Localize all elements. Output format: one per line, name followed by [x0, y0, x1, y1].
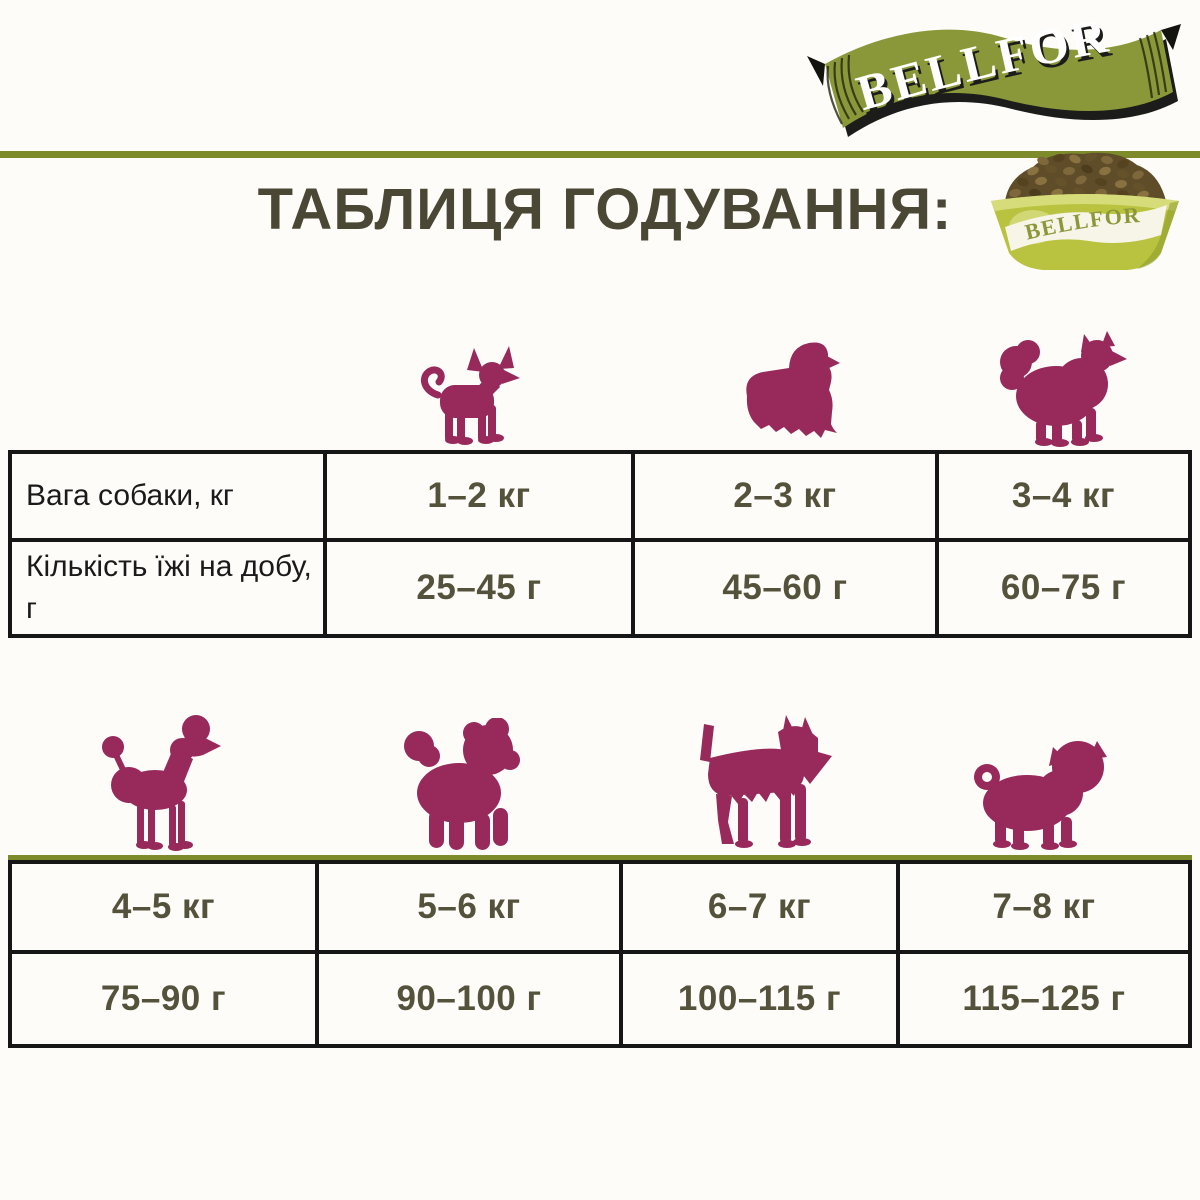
table-cell-amount: 60–75 г [1000, 568, 1127, 607]
dog-maltese-icon [733, 332, 857, 447]
bowl-rim-highlight [991, 194, 1179, 211]
dog-bichon-icon [393, 718, 533, 852]
feeding-table-medium-dogs: 4–5 кг 5–6 кг 6–7 кг 7–8 кг 75–90 г 90–1… [8, 860, 1192, 1048]
ribbon-right-tip [1161, 24, 1181, 50]
table-cell-amount: 45–60 г [635, 542, 939, 634]
table-cell-amount: 100–115 г [623, 954, 900, 1044]
bellfor-ribbon-logo: BELLFOR BELLFOR [807, 7, 1181, 138]
dog-poodle-icon [93, 713, 238, 852]
dog-food-bowl-icon: BELLFOR [991, 152, 1179, 270]
table2-olive-accent-line [8, 855, 1192, 860]
dog-chihuahua-icon [418, 345, 523, 447]
feeding-table-small-dogs: Вага собаки, кг 1–2 кг 2–3 кг 3–4 кг Кіл… [8, 450, 1192, 638]
page-title: ТАБЛИЦЯ ГОДУВАННЯ: [257, 177, 953, 242]
table-cell-amount: 90–100 г [319, 954, 623, 1044]
table-cell-amount: 75–90 г [12, 954, 319, 1044]
table-cell-weight: 7–8 кг [900, 864, 1188, 954]
table-cell-weight: 2–3 кг [635, 454, 939, 542]
ribbon-hatching [826, 31, 1168, 125]
dog-schnauzer-icon [680, 710, 862, 852]
ribbon-left-tip [807, 56, 825, 86]
olive-divider-line [0, 151, 1200, 158]
row-label-weight: Вага собаки, кг [12, 454, 327, 542]
table-cell-amount: 115–125 г [962, 979, 1126, 1018]
table-cell-weight: 6–7 кг [623, 864, 900, 954]
table-cell-weight: 5–6 кг [319, 864, 623, 954]
ribbon-band [825, 29, 1173, 129]
table-cell-weight: 1–2 кг [327, 454, 635, 542]
bowl-shade [1137, 201, 1179, 269]
dog-pug-icon [965, 735, 1128, 852]
table-cell-weight: 3–4 кг [939, 454, 1188, 542]
bowl-ribbon [1005, 205, 1167, 251]
table-cell-weight: 4–5 кг [12, 864, 319, 954]
row-label-amount: Кількість їжі на добу, г [12, 542, 327, 634]
dog-pomeranian-icon [988, 328, 1138, 447]
table-cell-amount: 25–45 г [327, 542, 635, 634]
